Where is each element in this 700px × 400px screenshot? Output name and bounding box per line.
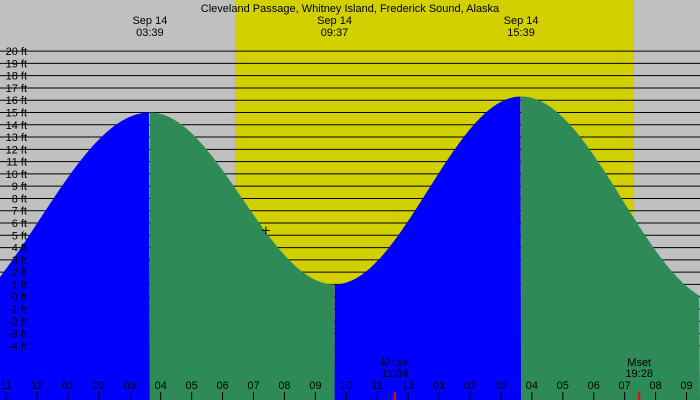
x-tick-label: 04	[526, 380, 538, 392]
x-tick-label: 05	[557, 380, 569, 392]
rising-tide-area	[334, 96, 522, 400]
x-tick-label: 09	[309, 380, 321, 392]
x-tick-label: 04	[155, 380, 167, 392]
y-tick-label: -2 ft	[8, 316, 27, 328]
chart-title: Cleveland Passage, Whitney Island, Frede…	[201, 3, 500, 15]
y-tick-label: -1 ft	[8, 304, 27, 316]
extreme-date-label: Sep 14	[317, 15, 352, 27]
moon-event-label: Mrise	[381, 357, 408, 369]
x-tick-label: 08	[278, 380, 290, 392]
x-tick-label: 12	[31, 380, 43, 392]
extreme-time-label: 09:37	[321, 27, 349, 39]
x-tick-label: 11	[372, 380, 383, 392]
y-tick-label: 8 ft	[12, 193, 27, 205]
y-tick-label: -4 ft	[8, 341, 27, 353]
x-tick-label: 06	[216, 380, 228, 392]
y-tick-label: 5 ft	[12, 230, 27, 242]
x-tick-label: 10	[340, 380, 352, 392]
y-tick-label: 6 ft	[12, 218, 27, 230]
moon-event-time: 11:34	[382, 368, 409, 380]
x-tick-label: 01	[433, 380, 445, 392]
y-tick-label: 13 ft	[6, 132, 27, 144]
extreme-date-label: Sep 14	[504, 15, 539, 27]
extreme-time-label: 15:39	[507, 27, 535, 39]
y-tick-label: 14 ft	[6, 120, 27, 132]
extreme-date-label: Sep 14	[132, 15, 167, 27]
x-tick-label: 01	[62, 380, 74, 392]
y-tick-label: 3 ft	[12, 255, 27, 267]
y-tick-label: -3 ft	[8, 329, 27, 341]
moon-event-time: 19:28	[625, 368, 653, 380]
y-tick-label: 18 ft	[6, 71, 27, 83]
x-tick-label: 02	[464, 380, 476, 392]
moon-event-label: Mset	[627, 357, 651, 369]
y-tick-label: 11 ft	[6, 157, 27, 169]
y-tick-label: 20 ft	[6, 46, 27, 58]
x-tick-label: 06	[588, 380, 600, 392]
y-tick-label: 9 ft	[12, 181, 27, 193]
rising-tide-area	[0, 112, 150, 400]
y-tick-label: 12 ft	[6, 144, 27, 156]
y-tick-label: 2 ft	[12, 267, 27, 279]
x-tick-label: 05	[186, 380, 198, 392]
y-tick-label: 16 ft	[6, 95, 27, 107]
y-tick-label: 19 ft	[6, 58, 27, 70]
extreme-time-label: 03:39	[136, 27, 164, 39]
x-tick-label: 12	[402, 380, 414, 392]
x-tick-label: 09	[680, 380, 692, 392]
y-tick-label: 17 ft	[6, 83, 27, 95]
y-tick-label: 10 ft	[6, 169, 27, 181]
x-tick-label: 08	[649, 380, 661, 392]
y-tick-label: 15 ft	[6, 108, 27, 120]
x-tick-label: 03	[495, 380, 507, 392]
y-tick-label: 4 ft	[12, 243, 27, 255]
falling-tide-area	[521, 96, 700, 400]
x-tick-label: 07	[619, 380, 631, 392]
y-tick-label: 0 ft	[12, 292, 27, 304]
x-tick-label: 02	[93, 380, 105, 392]
x-tick-label: 03	[124, 380, 136, 392]
x-tick-label: 11	[0, 380, 11, 392]
falling-tide-area	[149, 112, 335, 400]
x-tick-label: 07	[247, 380, 259, 392]
y-tick-label: 1 ft	[12, 279, 27, 291]
y-tick-label: 7 ft	[12, 206, 27, 218]
